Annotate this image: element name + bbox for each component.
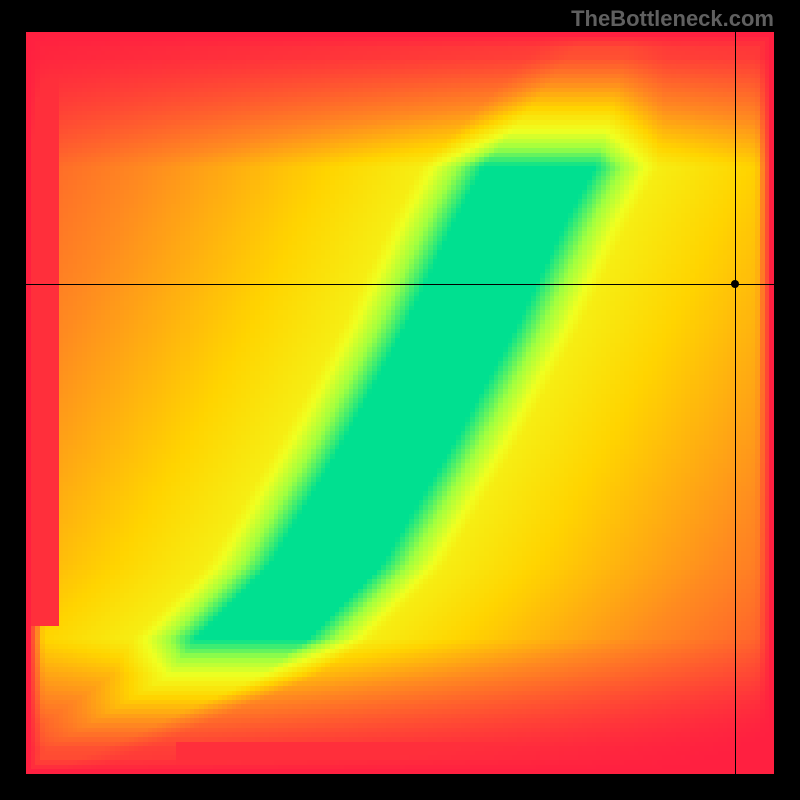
bottleneck-heatmap: [26, 32, 774, 774]
crosshair-marker: [731, 280, 739, 288]
crosshair-horizontal: [26, 284, 774, 285]
crosshair-vertical: [735, 32, 736, 774]
heatmap-canvas: [26, 32, 774, 774]
watermark-text: TheBottleneck.com: [571, 6, 774, 32]
